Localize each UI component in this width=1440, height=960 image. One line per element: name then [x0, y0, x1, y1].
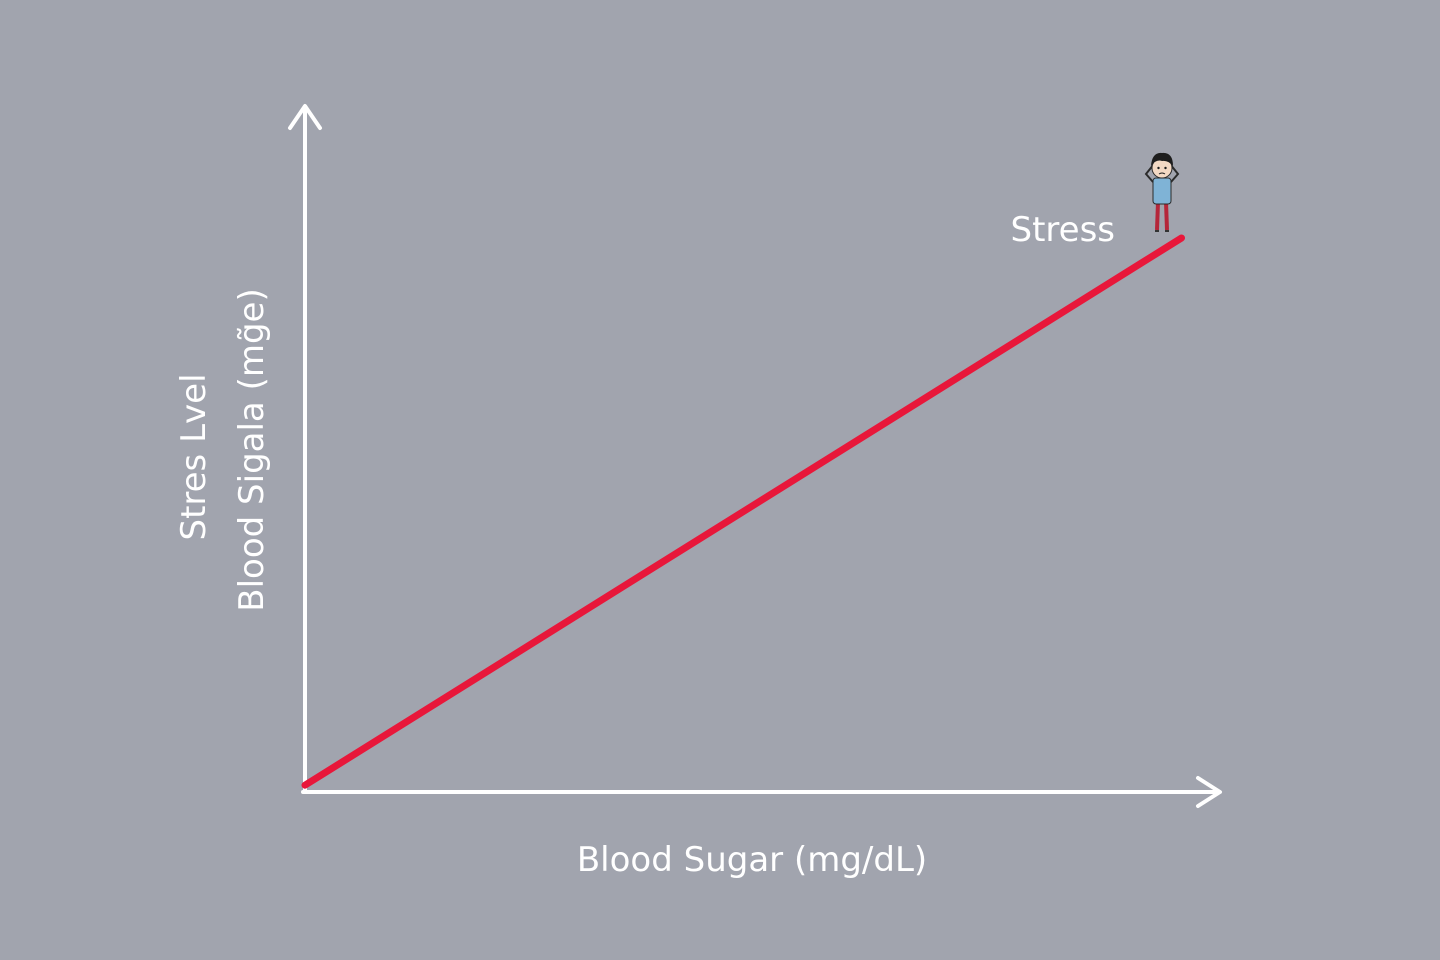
x-axis-label: Blood Sugar (mg/dL): [577, 840, 927, 880]
series-label-stress: Stress: [1011, 210, 1116, 250]
y-axis-label-line-1: Stres Lvel: [174, 373, 214, 540]
series-line-stress: [301, 234, 1185, 789]
stressed-person-icon: [1144, 152, 1180, 232]
y-axis-label-line-2: Blood Sigala (mg̃e): [232, 288, 272, 611]
series-layer: [301, 234, 1185, 789]
y-axis-arrow-icon: [288, 104, 322, 130]
x-axis-arrow-icon: [1196, 776, 1222, 808]
axes: [288, 104, 1222, 808]
